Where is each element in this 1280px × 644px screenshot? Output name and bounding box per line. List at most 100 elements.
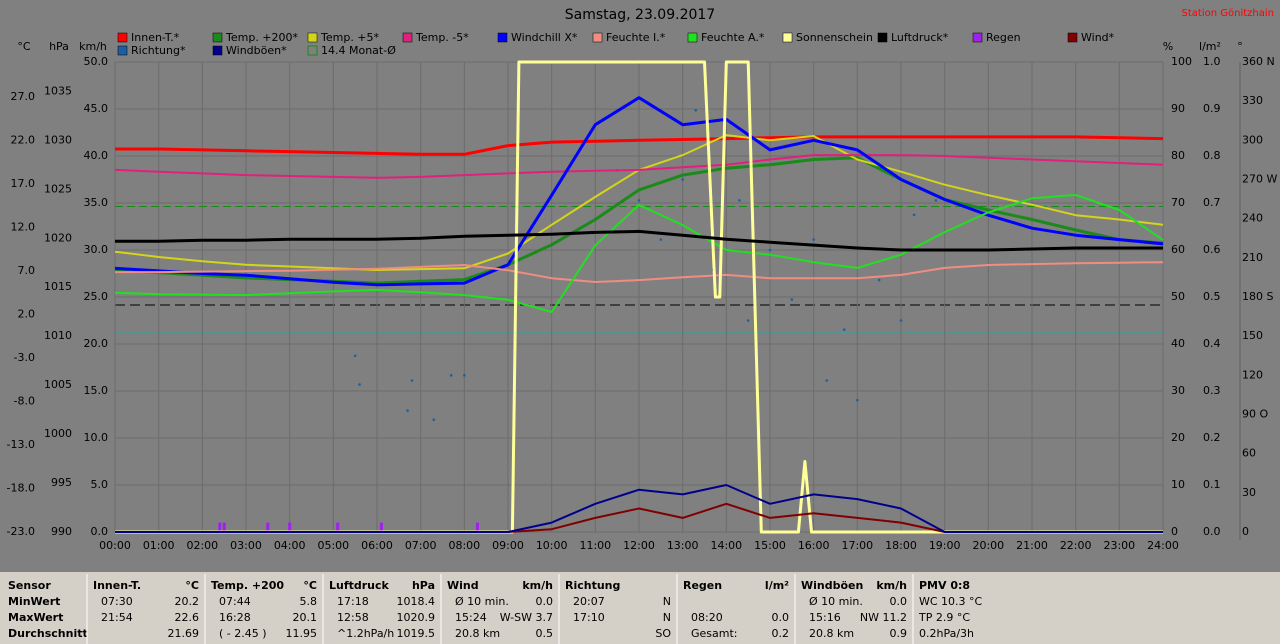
y-tick-label: 30 (1171, 384, 1185, 397)
cell: Gesamt: (691, 627, 738, 640)
series-line (114, 96, 1164, 287)
x-tick-label: 11:00 (579, 539, 611, 552)
legend-swatch (307, 32, 318, 43)
cell: 15:16 (809, 611, 841, 624)
y-tick-label: 27.0 (11, 90, 36, 103)
cell: 07:44 (219, 595, 251, 608)
column-title: Innen-T. (93, 579, 141, 592)
cell: Ø 10 min. (809, 595, 863, 608)
rain-bar (218, 522, 222, 532)
cell: Ø 10 min. (455, 595, 509, 608)
y-tick-label: 0.7 (1203, 196, 1221, 209)
x-tick-label: 20:00 (972, 539, 1004, 552)
direction-dot (449, 374, 453, 377)
y-tick-label: 30 (1242, 486, 1256, 499)
legend-label: Regen (986, 31, 1021, 44)
column-unit: km/h (876, 579, 907, 592)
direction-dot (353, 354, 357, 358)
y-tick-label: 7.0 (18, 264, 36, 277)
x-tick-label: 24:00 (1147, 539, 1179, 552)
row-label: Sensor (8, 579, 51, 592)
x-tick-label: 18:00 (885, 539, 917, 552)
legend-label: Sonnenschein (796, 31, 873, 44)
y-tick-label: 10.0 (84, 431, 109, 444)
row-label: MaxWert (8, 611, 63, 624)
y-tick-label: -3.0 (14, 351, 35, 364)
cell: 16:28 (219, 611, 251, 624)
legend-swatch (497, 32, 508, 43)
y-tick-label: 240 (1242, 212, 1263, 225)
series-line (115, 261, 1164, 283)
direction-dot (934, 199, 938, 202)
y-tick-label: 30.0 (84, 243, 109, 256)
series-line (115, 229, 1163, 252)
y-tick-label: 0.4 (1203, 337, 1221, 350)
legend-swatch (212, 32, 223, 43)
direction-dot (463, 374, 466, 377)
cell: SO (655, 627, 671, 640)
direction-dot (358, 383, 361, 386)
cell: 20.8 km (455, 627, 500, 640)
rain-bar (379, 522, 383, 532)
direction-dot (681, 178, 684, 181)
y-tick-label: 25.0 (84, 290, 109, 303)
legend-swatch (687, 32, 698, 43)
y-tick-label: 1015 (44, 280, 72, 293)
rain-bar (266, 522, 270, 532)
cell: 15:24 (455, 611, 487, 624)
direction-dot (790, 298, 794, 301)
cell: TP 2.9 °C (918, 611, 970, 624)
legend-swatch (117, 32, 128, 43)
rain-bar (222, 522, 226, 532)
summary-panel (0, 572, 1280, 644)
y-tick-label: 80 (1171, 149, 1185, 162)
x-tick-label: 19:00 (929, 539, 961, 552)
y-tick-label: 20.0 (84, 337, 109, 350)
y-tick-label: 0.9 (1203, 102, 1221, 115)
y-tick-label: 0.2 (1203, 431, 1221, 444)
cell: 5.8 (300, 595, 318, 608)
y-tick-label: 22.0 (11, 133, 36, 146)
x-tick-label: 03:00 (230, 539, 262, 552)
x-tick-label: 10:00 (536, 539, 568, 552)
y-tick-label: 995 (51, 476, 72, 489)
y-tick-label: 270 W (1242, 173, 1277, 186)
cell: ^1.2hPa/h (337, 627, 394, 640)
direction-dot (738, 199, 741, 202)
y-tick-label: 17.0 (11, 177, 36, 190)
y-tick-label: 0.0 (91, 525, 109, 538)
x-tick-label: 00:00 (99, 539, 131, 552)
y-tick-label: 0.6 (1203, 243, 1221, 256)
x-tick-label: 15:00 (754, 539, 786, 552)
y-tick-label: 0.1 (1203, 478, 1221, 491)
y-tick-label: 0.3 (1203, 384, 1221, 397)
direction-dot (694, 109, 698, 112)
legend-label: Windböen* (226, 44, 287, 57)
x-tick-label: 09:00 (492, 539, 524, 552)
legend-swatch (592, 32, 603, 43)
legend-label: Innen-T.* (131, 31, 180, 44)
cell: W-SW 3.7 (500, 611, 553, 624)
cell: 0.9 (890, 627, 908, 640)
cell: 0.0 (536, 595, 554, 608)
cell: 22.6 (175, 611, 200, 624)
summary-table: Sensor MinWert MaxWert Durchschnitt Innen-T.… (8, 574, 983, 644)
cell: ( - 2.45 ) (219, 627, 267, 640)
x-tick-label: 17:00 (841, 539, 873, 552)
y-tick-label: 0 (1171, 525, 1178, 538)
direction-dot (856, 398, 859, 402)
y-tick-label: 20 (1171, 431, 1185, 444)
cell: 21.69 (168, 627, 200, 640)
rain-bar (475, 522, 479, 532)
cell: 20.8 km (809, 627, 854, 640)
legend-swatch (782, 32, 793, 43)
y-tick-label: 180 S (1242, 290, 1273, 303)
direction-dot (899, 319, 903, 322)
direction-dot (659, 238, 663, 241)
axis-unit: hPa (49, 40, 69, 53)
y-tick-label: 1005 (44, 378, 72, 391)
direction-dot (842, 328, 846, 331)
y-tick-label: 60 (1171, 243, 1185, 256)
column-title: Regen (683, 579, 722, 592)
legend-label: Feuchte I.* (606, 31, 666, 44)
